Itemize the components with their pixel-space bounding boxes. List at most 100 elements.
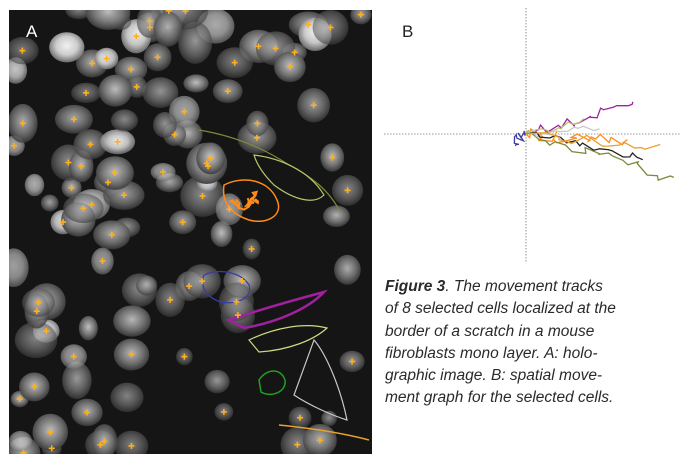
cell <box>204 369 230 394</box>
cell-marker <box>181 353 188 360</box>
cell <box>113 305 151 337</box>
cell-marker <box>181 108 188 115</box>
cell-marker <box>97 441 104 448</box>
cell-marker <box>80 205 87 212</box>
cell-markers-layer <box>11 10 364 454</box>
cell-marker <box>248 246 255 253</box>
cell-marker <box>99 258 106 265</box>
cell-marker <box>31 383 38 390</box>
cell-marker <box>239 277 246 284</box>
cell <box>153 11 183 47</box>
cell <box>65 10 93 20</box>
cell <box>110 382 144 413</box>
cell-marker <box>233 298 240 305</box>
cell <box>40 194 59 212</box>
panel-b-label: B <box>402 22 414 41</box>
cell <box>86 10 131 30</box>
movement-graph-panel <box>380 0 680 270</box>
cell-marker <box>310 102 317 109</box>
cell <box>9 430 32 452</box>
cell-marker <box>253 134 260 141</box>
cell <box>178 21 213 64</box>
cell-marker <box>70 353 77 360</box>
cell <box>62 361 92 400</box>
movement-track <box>525 131 644 161</box>
cell-marker <box>254 120 261 127</box>
cell-marker <box>120 192 127 199</box>
cell-marker <box>133 33 140 40</box>
cell-marker <box>43 327 50 334</box>
cell-marker <box>89 60 96 67</box>
cell-marker <box>226 206 233 213</box>
cell-marker <box>344 187 351 194</box>
cell-marker <box>103 55 110 62</box>
cell-marker <box>104 179 111 186</box>
cell <box>110 109 138 132</box>
cell-marker <box>165 10 172 14</box>
cell-marker <box>60 219 67 226</box>
cell-marker <box>207 155 214 162</box>
cell-marker <box>171 131 178 138</box>
tracked-cell-outline <box>248 325 329 353</box>
cell-marker <box>19 120 26 127</box>
cell-marker <box>199 278 206 285</box>
cell-marker <box>146 18 153 25</box>
cell-marker <box>286 64 293 71</box>
cell-marker <box>47 429 54 436</box>
caption-line-3: border of a scratch in a mouse <box>385 322 595 340</box>
cell-marker <box>255 43 262 50</box>
holographic-image <box>9 10 372 454</box>
cell-marker <box>316 437 323 444</box>
panel-a-label: A <box>26 22 38 41</box>
cell-marker <box>48 445 55 452</box>
cell-marker <box>111 170 118 177</box>
movement-graph <box>384 8 680 262</box>
cell-marker <box>88 201 95 208</box>
movement-tracks <box>513 101 675 181</box>
cell-marker <box>128 442 135 449</box>
cell-marker <box>349 358 356 365</box>
caption-text-1: . The movement tracks <box>445 278 603 295</box>
holographic-image-panel <box>9 10 372 454</box>
tracked-cell-outline <box>293 338 348 421</box>
cell-marker <box>19 47 26 54</box>
cell-marker <box>179 219 186 226</box>
cell-marker <box>101 438 108 445</box>
cell <box>114 430 149 454</box>
cell-marker <box>160 168 167 175</box>
cell <box>24 173 45 197</box>
cell <box>334 254 361 285</box>
cell-marker <box>114 138 121 145</box>
cell-marker <box>83 89 90 96</box>
tracked-cell-outline <box>253 154 325 201</box>
figure-caption: Figure 3. The movement tracks of 8 selec… <box>385 276 680 410</box>
caption-line-4: fibroblasts mono layer. A: holo- <box>385 344 598 362</box>
movement-track <box>525 132 661 150</box>
cell-marker <box>357 11 364 18</box>
figure-label: Figure 3 <box>385 278 446 295</box>
movement-track <box>525 129 675 181</box>
cell-marker <box>68 184 75 191</box>
cell-marker <box>20 449 27 454</box>
cell <box>49 32 85 63</box>
cell <box>78 316 98 341</box>
cell-marker <box>65 159 72 166</box>
cell-marker <box>220 408 227 415</box>
cell-marker <box>16 396 23 403</box>
cell-marker <box>35 299 42 306</box>
cell <box>142 77 179 108</box>
cell-marker <box>199 193 206 200</box>
tracked-cell-path <box>227 190 260 211</box>
cell-marker <box>186 283 193 290</box>
cell-marker <box>87 141 94 148</box>
tracked-cell-outline <box>201 271 251 304</box>
tracked-cell-outline <box>278 424 370 441</box>
cell-marker <box>203 160 210 167</box>
movement-track <box>513 130 527 147</box>
cell-marker <box>108 231 115 238</box>
cell <box>153 111 177 138</box>
cell <box>322 205 350 228</box>
cell-marker <box>78 163 85 170</box>
cell-marker <box>291 49 298 56</box>
cell-marker <box>272 45 279 52</box>
